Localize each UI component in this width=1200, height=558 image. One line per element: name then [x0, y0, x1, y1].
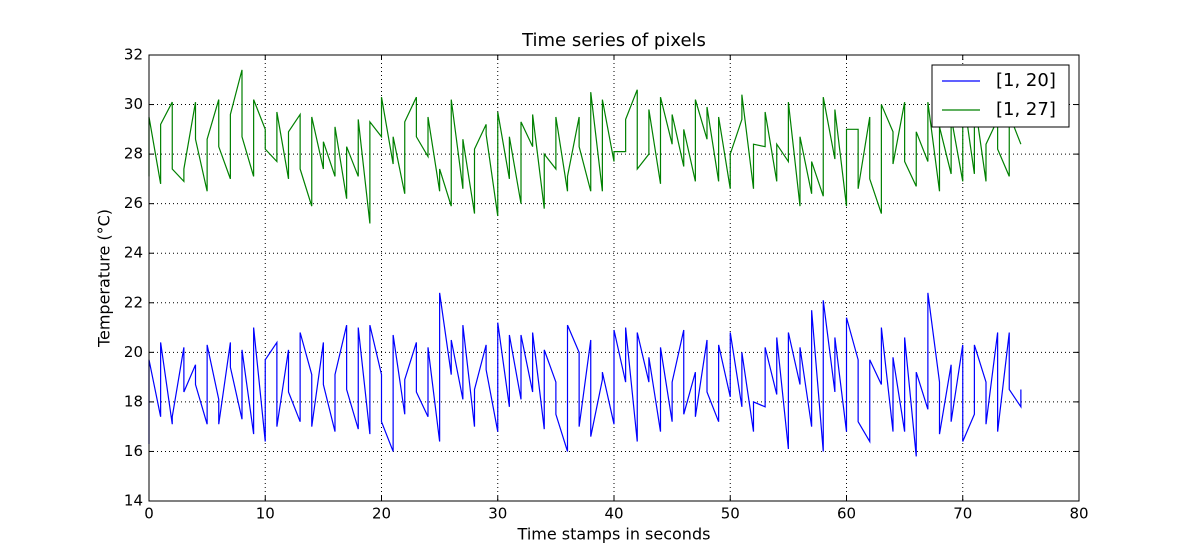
y-tick-label: 18	[124, 392, 143, 410]
x-tick-label: 40	[604, 505, 623, 523]
y-axis-label: Temperature (°C)	[95, 209, 114, 348]
y-tick-label: 20	[124, 343, 143, 361]
plot-frame	[148, 54, 1080, 502]
x-tick-label: 80	[1069, 505, 1088, 523]
legend-label: [1, 27]	[996, 99, 1056, 120]
data-line	[148, 69, 1022, 224]
legend-label: [1, 20]	[996, 70, 1056, 91]
chart-title: Time series of pixels	[521, 30, 706, 51]
x-tick-label: 60	[837, 505, 856, 523]
x-axis-label: Time stamps in seconds	[517, 525, 711, 544]
x-tick-label: 50	[721, 505, 740, 523]
y-tick-label: 14	[124, 492, 143, 510]
x-tick-label: 30	[488, 505, 507, 523]
legend-box	[931, 64, 1070, 128]
y-tick-label: 26	[124, 194, 143, 212]
y-tick-label: 24	[124, 244, 143, 262]
data-line	[148, 292, 1022, 457]
x-tick-label: 20	[372, 505, 391, 523]
y-tick-label: 28	[124, 145, 143, 163]
y-tick-label: 30	[124, 95, 143, 113]
x-tick-label: 0	[144, 505, 154, 523]
y-tick-label: 22	[124, 293, 143, 311]
x-tick-label: 70	[953, 505, 972, 523]
y-tick-label: 16	[124, 442, 143, 460]
y-tick-label: 32	[124, 46, 143, 64]
x-tick-label: 10	[256, 505, 275, 523]
